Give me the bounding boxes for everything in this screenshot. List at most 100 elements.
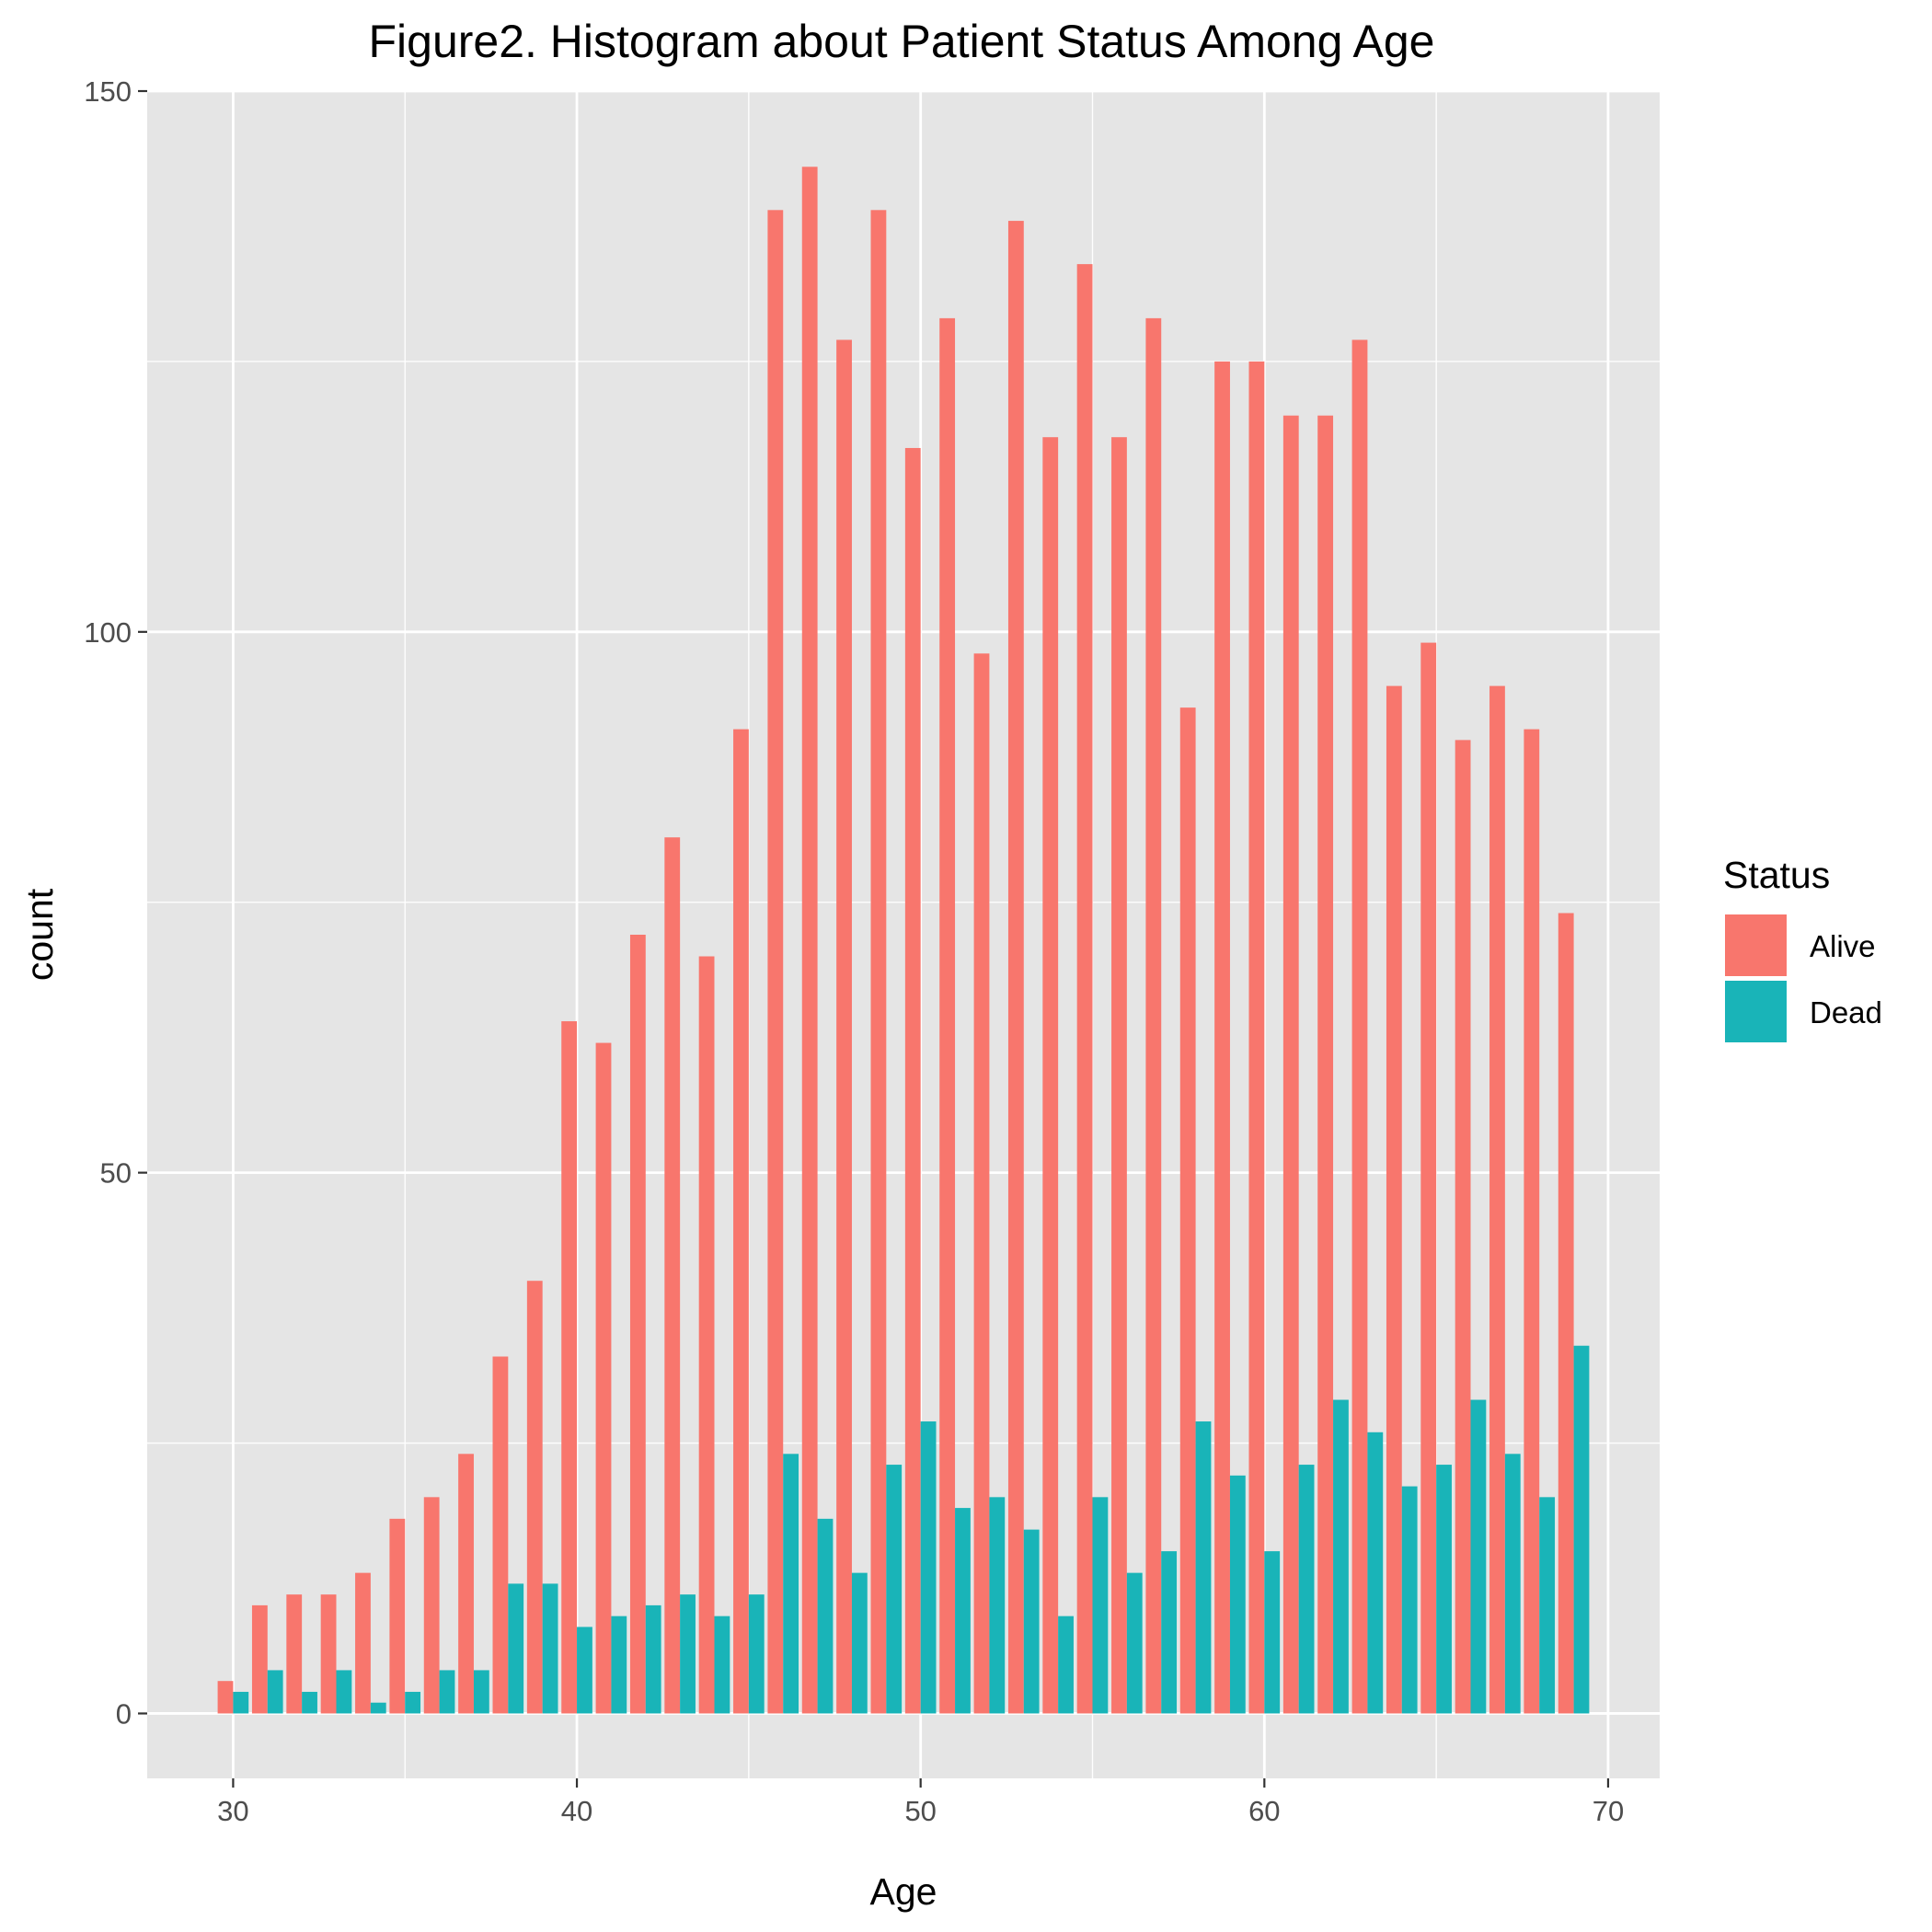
bar-dead [1092, 1497, 1109, 1714]
bar-alive [973, 653, 990, 1714]
bar-alive [458, 1454, 474, 1714]
bar-dead [886, 1465, 903, 1714]
bar-alive [217, 1681, 234, 1714]
bar-alive [1111, 437, 1127, 1714]
chart-title: Figure2. Histogram about Patient Status … [368, 16, 1434, 67]
bar-alive [286, 1594, 303, 1714]
y-tick-label: 50 [100, 1157, 132, 1190]
bar-dead [611, 1616, 627, 1714]
bar-alive [1076, 264, 1093, 1714]
axes: 0 50 100 150 30 40 50 60 70 [84, 75, 1624, 1827]
bar-alive [801, 167, 818, 1714]
legend-key-alive [1725, 914, 1787, 976]
y-axis-title: count [18, 888, 61, 981]
bar-alive [904, 447, 921, 1714]
bar-alive [1317, 415, 1334, 1714]
bar-alive [1420, 642, 1437, 1714]
bar-alive [629, 935, 646, 1714]
bar-alive [664, 837, 681, 1714]
y-tick-label: 150 [84, 75, 132, 108]
bar-alive [251, 1604, 268, 1714]
bar-dead [1298, 1465, 1315, 1714]
bar-dead [336, 1670, 352, 1714]
bar-dead [714, 1616, 730, 1714]
x-axis-title: Age [870, 1870, 937, 1913]
bar-dead [989, 1497, 1006, 1714]
bar-alive [355, 1572, 371, 1714]
bar-dead [542, 1583, 558, 1714]
bar-dead [1573, 1345, 1590, 1714]
bar-alive [1007, 221, 1024, 1714]
bar-dead [1058, 1616, 1074, 1714]
bar-dead [1195, 1421, 1212, 1714]
bar-alive [492, 1356, 509, 1714]
bar-alive [1214, 361, 1230, 1714]
bar-dead [783, 1454, 799, 1714]
bar-dead [233, 1691, 249, 1714]
bar-dead [1504, 1454, 1521, 1714]
bar-dead [439, 1670, 455, 1714]
bar-dead [955, 1508, 971, 1714]
bar-dead [302, 1691, 317, 1714]
bar-dead [817, 1518, 834, 1714]
bar-alive [595, 1042, 612, 1714]
bar-dead [370, 1702, 386, 1714]
bar-alive [698, 956, 715, 1714]
bar-alive [389, 1518, 406, 1714]
bar-dead [680, 1594, 696, 1714]
x-tick-label: 50 [904, 1795, 936, 1827]
legend-label-dead: Dead [1810, 995, 1882, 1029]
bar-alive [767, 210, 784, 1714]
x-tick-label: 70 [1593, 1795, 1624, 1827]
x-tick-label: 40 [561, 1795, 592, 1827]
bar-alive [836, 339, 852, 1714]
bar-dead [748, 1594, 765, 1714]
bar-alive [1386, 685, 1402, 1714]
bar-dead [1126, 1572, 1143, 1714]
bar-dead [405, 1691, 421, 1714]
bar-alive [870, 210, 887, 1714]
y-tick-label: 100 [84, 616, 132, 649]
x-tick-label: 60 [1248, 1795, 1280, 1827]
bar-alive [1489, 685, 1505, 1714]
bar-alive [561, 1021, 578, 1714]
bar-dead [920, 1421, 937, 1714]
bars [217, 167, 1590, 1714]
bar-alive [320, 1594, 337, 1714]
bar-alive [1042, 437, 1059, 1714]
y-tick-label: 0 [116, 1697, 132, 1730]
bar-alive [733, 729, 749, 1714]
bar-dead [1023, 1529, 1040, 1714]
bar-dead [1264, 1551, 1281, 1714]
bar-dead [267, 1670, 283, 1714]
bar-alive [1248, 361, 1265, 1714]
bar-alive [423, 1497, 440, 1714]
bar-dead [508, 1583, 524, 1714]
bar-dead [473, 1670, 489, 1714]
bar-alive [1524, 729, 1540, 1714]
legend-label-alive: Alive [1810, 929, 1876, 963]
bar-dead [1161, 1551, 1178, 1714]
bar-dead [645, 1604, 661, 1714]
bar-alive [1145, 317, 1162, 1714]
bar-alive [1282, 415, 1299, 1714]
bar-dead [1401, 1486, 1418, 1714]
bar-dead [1367, 1432, 1384, 1714]
bar-dead [851, 1572, 868, 1714]
bar-dead [1229, 1475, 1246, 1714]
legend-key-dead [1725, 981, 1787, 1042]
bar-dead [1436, 1465, 1452, 1714]
bar-dead [1539, 1497, 1556, 1714]
bar-alive [526, 1281, 543, 1714]
bar-alive [939, 317, 956, 1714]
legend: Status Alive Dead [1723, 854, 1882, 1042]
bar-alive [1351, 339, 1368, 1714]
bar-dead [1333, 1399, 1349, 1714]
bar-dead [1470, 1399, 1487, 1714]
legend-title: Status [1723, 854, 1830, 896]
bar-alive [1558, 913, 1574, 1714]
bar-alive [1455, 740, 1471, 1714]
x-tick-label: 30 [217, 1795, 248, 1827]
bar-dead [577, 1627, 592, 1714]
